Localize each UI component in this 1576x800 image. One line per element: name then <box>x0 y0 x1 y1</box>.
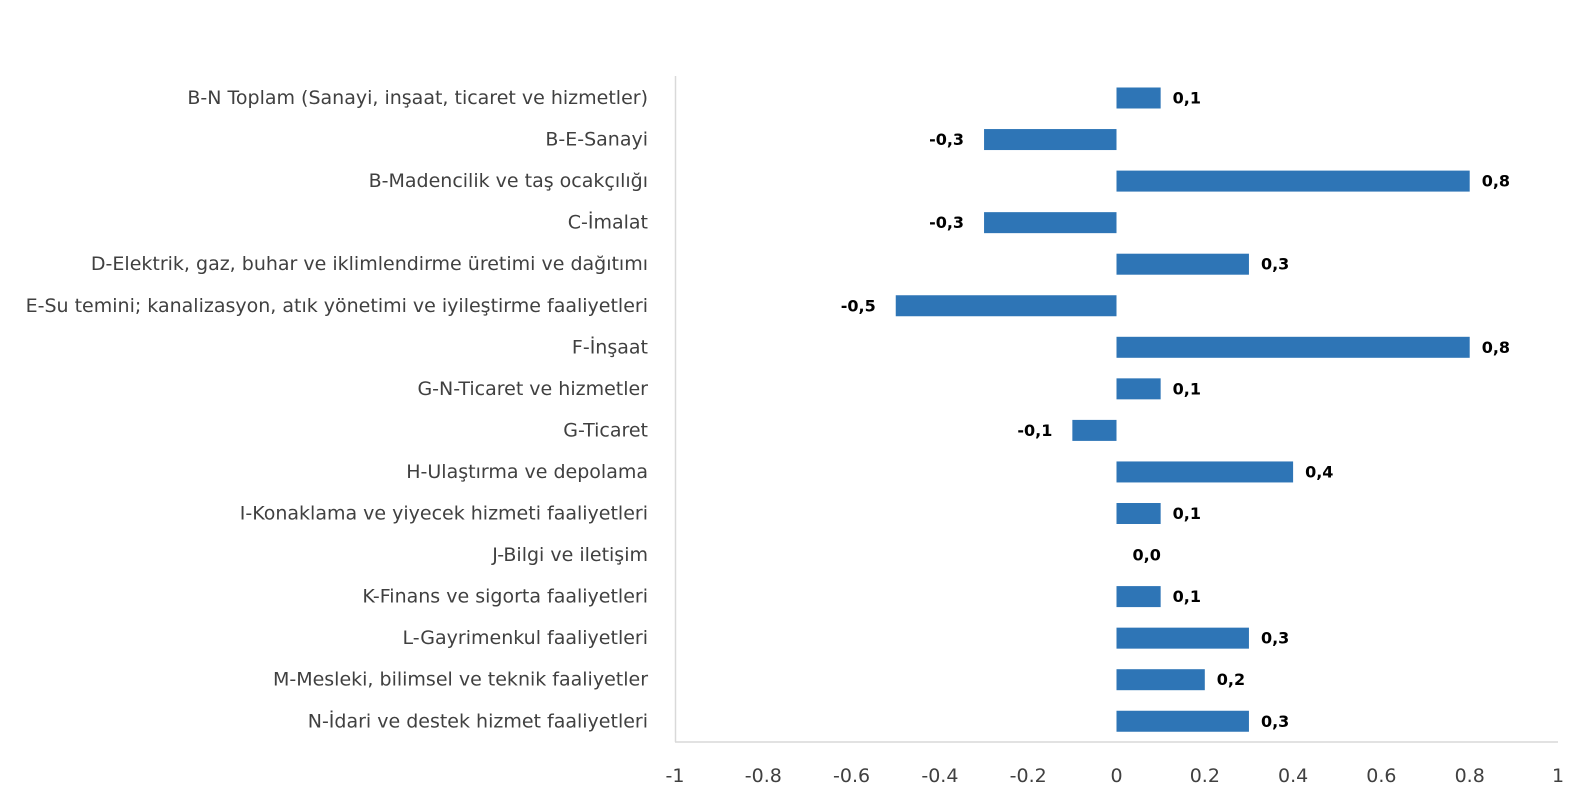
category-label: L-Gayrimenkul faaliyetleri <box>403 627 649 649</box>
category-label: B-N Toplam (Sanayi, inşaat, ticaret ve h… <box>187 87 648 109</box>
x-tick-label: -0.4 <box>921 765 958 787</box>
value-label: 0,3 <box>1261 629 1289 648</box>
category-label: J-Bilgi ve iletişim <box>491 544 648 566</box>
bar <box>1116 669 1205 691</box>
x-tick-label: 0.2 <box>1190 765 1220 787</box>
x-tick-label: 0.8 <box>1455 765 1485 787</box>
bar <box>1116 378 1161 400</box>
bar <box>1072 419 1117 441</box>
category-label: D-Elektrik, gaz, buhar ve iklimlendirme … <box>91 253 648 275</box>
value-label: 0,8 <box>1482 338 1510 357</box>
value-label: 0,3 <box>1261 712 1289 731</box>
bar <box>1116 253 1249 275</box>
category-label: M-Mesleki, bilimsel ve teknik faaliyetle… <box>273 669 648 691</box>
bar <box>1116 170 1470 192</box>
category-label: I-Konaklama ve yiyecek hizmeti faaliyetl… <box>240 503 648 525</box>
x-tick-label: -1 <box>666 765 685 787</box>
bar <box>1116 336 1470 358</box>
category-label: G-Ticaret <box>563 419 648 441</box>
category-label: F-İnşaat <box>572 335 648 358</box>
value-label: 0,1 <box>1173 587 1201 606</box>
bar <box>895 295 1117 317</box>
category-label: C-İmalat <box>568 211 648 234</box>
category-labels: B-N Toplam (Sanayi, inşaat, ticaret ve h… <box>26 87 649 732</box>
value-labels: 0,1 -0,3 0,8 -0,3 0,3 -0,5 0,8 0,1 -0,1 0,4 0,1 0,0… <box>841 89 1510 731</box>
bar <box>1116 87 1161 109</box>
value-label: -0,3 <box>929 130 964 149</box>
bar <box>1116 710 1249 732</box>
axes-group <box>674 76 1558 743</box>
value-label: 0,1 <box>1173 379 1201 398</box>
bars-group <box>895 87 1470 732</box>
x-axis-tick-labels: -1 -0.8 -0.6 -0.4 -0.2 0 0.2 0.4 0.6 0.8 1 <box>666 765 1565 787</box>
x-tick-label: 1 <box>1552 765 1564 787</box>
value-label: 0,4 <box>1305 462 1333 481</box>
bar <box>984 212 1117 234</box>
value-label: 0,2 <box>1217 670 1245 689</box>
value-label: -0,5 <box>841 296 876 315</box>
category-label: B-E-Sanayi <box>545 129 648 151</box>
category-label: K-Finans ve sigorta faaliyetleri <box>362 586 648 608</box>
x-tick-label: 0 <box>1110 765 1122 787</box>
bar <box>984 129 1117 151</box>
x-tick-label: -0.8 <box>745 765 782 787</box>
bar <box>1116 627 1249 649</box>
category-label: N-İdari ve destek hizmet faaliyetleri <box>308 709 648 732</box>
bar <box>1116 503 1161 524</box>
value-label: 0,0 <box>1133 546 1161 565</box>
bar <box>1116 461 1294 483</box>
category-label: B-Madencilik ve taş ocakçılığı <box>369 170 648 192</box>
value-label: 0,1 <box>1173 504 1201 523</box>
x-tick-label: -0.6 <box>833 765 870 787</box>
value-label: -0,3 <box>929 213 964 232</box>
x-tick-label: 0.6 <box>1366 765 1396 787</box>
value-label: 0,8 <box>1482 172 1510 191</box>
value-label: 0,3 <box>1261 255 1289 274</box>
value-label: -0,1 <box>1017 421 1052 440</box>
value-label: 0,1 <box>1173 89 1201 108</box>
category-label: G-N-Ticaret ve hizmetler <box>417 378 648 400</box>
x-tick-label: -0.2 <box>1010 765 1047 787</box>
x-tick-label: 0.4 <box>1278 765 1308 787</box>
category-label: H-Ulaştırma ve depolama <box>406 461 648 483</box>
category-label: E-Su temini; kanalizasyon, atık yönetimi… <box>26 295 648 317</box>
bar <box>1116 586 1161 608</box>
